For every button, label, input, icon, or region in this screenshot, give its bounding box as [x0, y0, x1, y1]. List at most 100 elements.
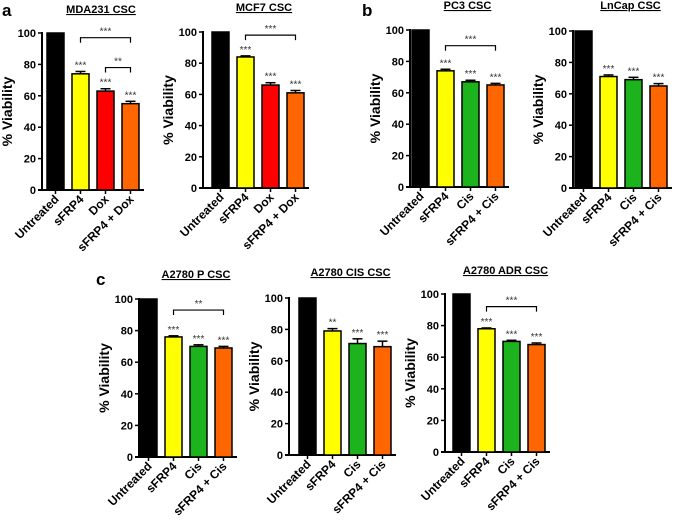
- bar-untreated: [452, 293, 471, 453]
- significance-label: ***: [352, 328, 364, 339]
- y-tick-label: 60: [24, 91, 36, 103]
- bar-sfrp4-cis: [527, 343, 546, 453]
- y-tick-label: 0: [561, 183, 567, 195]
- significance-label: ***: [168, 325, 180, 336]
- chart-title: PC3 CSC: [444, 0, 492, 12]
- y-tick-label: 40: [555, 120, 567, 132]
- bar-sfrp4-cis: [214, 347, 233, 458]
- y-tick-label: 60: [427, 352, 439, 364]
- y-tick-label: 40: [121, 389, 133, 401]
- significance-bracket: [172, 309, 225, 316]
- bar-cis: [348, 342, 367, 456]
- significance-bracket: [244, 34, 297, 41]
- significance-label: **: [329, 318, 337, 329]
- y-tick-label: 40: [427, 384, 439, 396]
- y-tick-label: 40: [24, 122, 36, 134]
- bracket-label: ***: [506, 296, 518, 307]
- significance-label: ***: [377, 330, 389, 341]
- bar-cis: [624, 78, 643, 189]
- bar-sfrp4-dox: [286, 92, 305, 189]
- y-tick-label: 40: [185, 121, 197, 133]
- y-tick-label: 100: [115, 294, 133, 306]
- y-axis-label: % Viability: [367, 73, 383, 143]
- y-tick-label: 80: [271, 324, 283, 336]
- significance-label: ***: [240, 45, 252, 56]
- significance-label: ***: [265, 72, 277, 83]
- bar-dox: [96, 90, 115, 191]
- significance-label: ***: [603, 64, 615, 75]
- chart-title: MDA231 CSC: [66, 4, 136, 16]
- significance-label: ***: [628, 66, 640, 77]
- y-tick-label: 20: [271, 419, 283, 431]
- bar-untreated: [411, 29, 430, 188]
- y-tick-label: 20: [121, 420, 133, 432]
- y-tick-label: 80: [185, 58, 197, 70]
- y-tick-label: 100: [421, 289, 439, 301]
- significance-label: ***: [653, 73, 665, 84]
- significance-bracket: [444, 45, 497, 51]
- significance-bracket: [104, 66, 132, 73]
- bar-sfrp4-cis: [486, 84, 505, 188]
- bracket-label: ***: [100, 27, 112, 38]
- y-tick-label: 100: [386, 25, 404, 37]
- bar-sfrp4-dox: [121, 102, 140, 191]
- y-tick-label: 40: [392, 119, 404, 131]
- chart-title: LnCap CSC: [600, 0, 661, 12]
- bar-sfrp4: [164, 336, 183, 458]
- bar-sfrp4: [236, 56, 255, 189]
- y-tick-label: 20: [555, 152, 567, 164]
- y-axis-label: % Viability: [96, 343, 112, 413]
- significance-label: ***: [75, 60, 87, 71]
- bar-sfrp4: [323, 330, 342, 456]
- y-tick-label: 80: [555, 57, 567, 69]
- bar-untreated: [574, 30, 593, 189]
- y-tick-label: 80: [392, 56, 404, 68]
- bar-sfrp4: [599, 75, 618, 189]
- y-tick-label: 80: [121, 326, 133, 338]
- y-axis-label: % Viability: [160, 75, 176, 145]
- significance-label: ***: [193, 334, 205, 345]
- chart-title: A2780 ADR CSC: [463, 265, 548, 277]
- bar-untreated: [298, 297, 317, 456]
- y-tick-label: 60: [555, 89, 567, 101]
- bar-sfrp4: [477, 328, 496, 453]
- significance-label: ***: [100, 78, 112, 89]
- y-tick-label: 20: [427, 415, 439, 427]
- chart-title: A2780 CIS CSC: [310, 267, 390, 279]
- y-tick-label: 0: [191, 183, 197, 195]
- y-tick-label: 60: [271, 356, 283, 368]
- y-tick-label: 20: [392, 151, 404, 163]
- y-tick-label: 0: [398, 182, 404, 194]
- bar-untreated: [211, 31, 230, 189]
- bar-sfrp4-cis: [649, 85, 668, 189]
- y-tick-label: 20: [24, 154, 36, 166]
- y-axis-label: % Viability: [246, 341, 262, 411]
- y-axis-label: % Viability: [402, 338, 418, 408]
- significance-label: ***: [125, 90, 137, 101]
- chart-title: A2780 P CSC: [162, 269, 231, 281]
- bar-sfrp4-cis: [373, 345, 392, 456]
- bar-untreated: [139, 298, 158, 458]
- significance-label: ***: [290, 80, 302, 91]
- y-tick-label: 60: [185, 89, 197, 101]
- significance-label: ***: [531, 332, 543, 343]
- y-tick-label: 0: [433, 447, 439, 459]
- y-tick-label: 80: [427, 321, 439, 333]
- chart-title: MCF7 CSC: [236, 2, 292, 14]
- y-tick-label: 100: [549, 26, 567, 38]
- y-tick-label: 40: [271, 387, 283, 399]
- y-tick-label: 60: [121, 357, 133, 369]
- y-axis-label: % Viability: [0, 76, 15, 146]
- significance-bracket: [485, 306, 538, 312]
- y-tick-label: 60: [392, 88, 404, 100]
- y-tick-label: 100: [18, 28, 36, 40]
- bar-untreated: [46, 32, 65, 191]
- bracket-label: **: [195, 299, 203, 310]
- significance-label: ***: [506, 329, 518, 340]
